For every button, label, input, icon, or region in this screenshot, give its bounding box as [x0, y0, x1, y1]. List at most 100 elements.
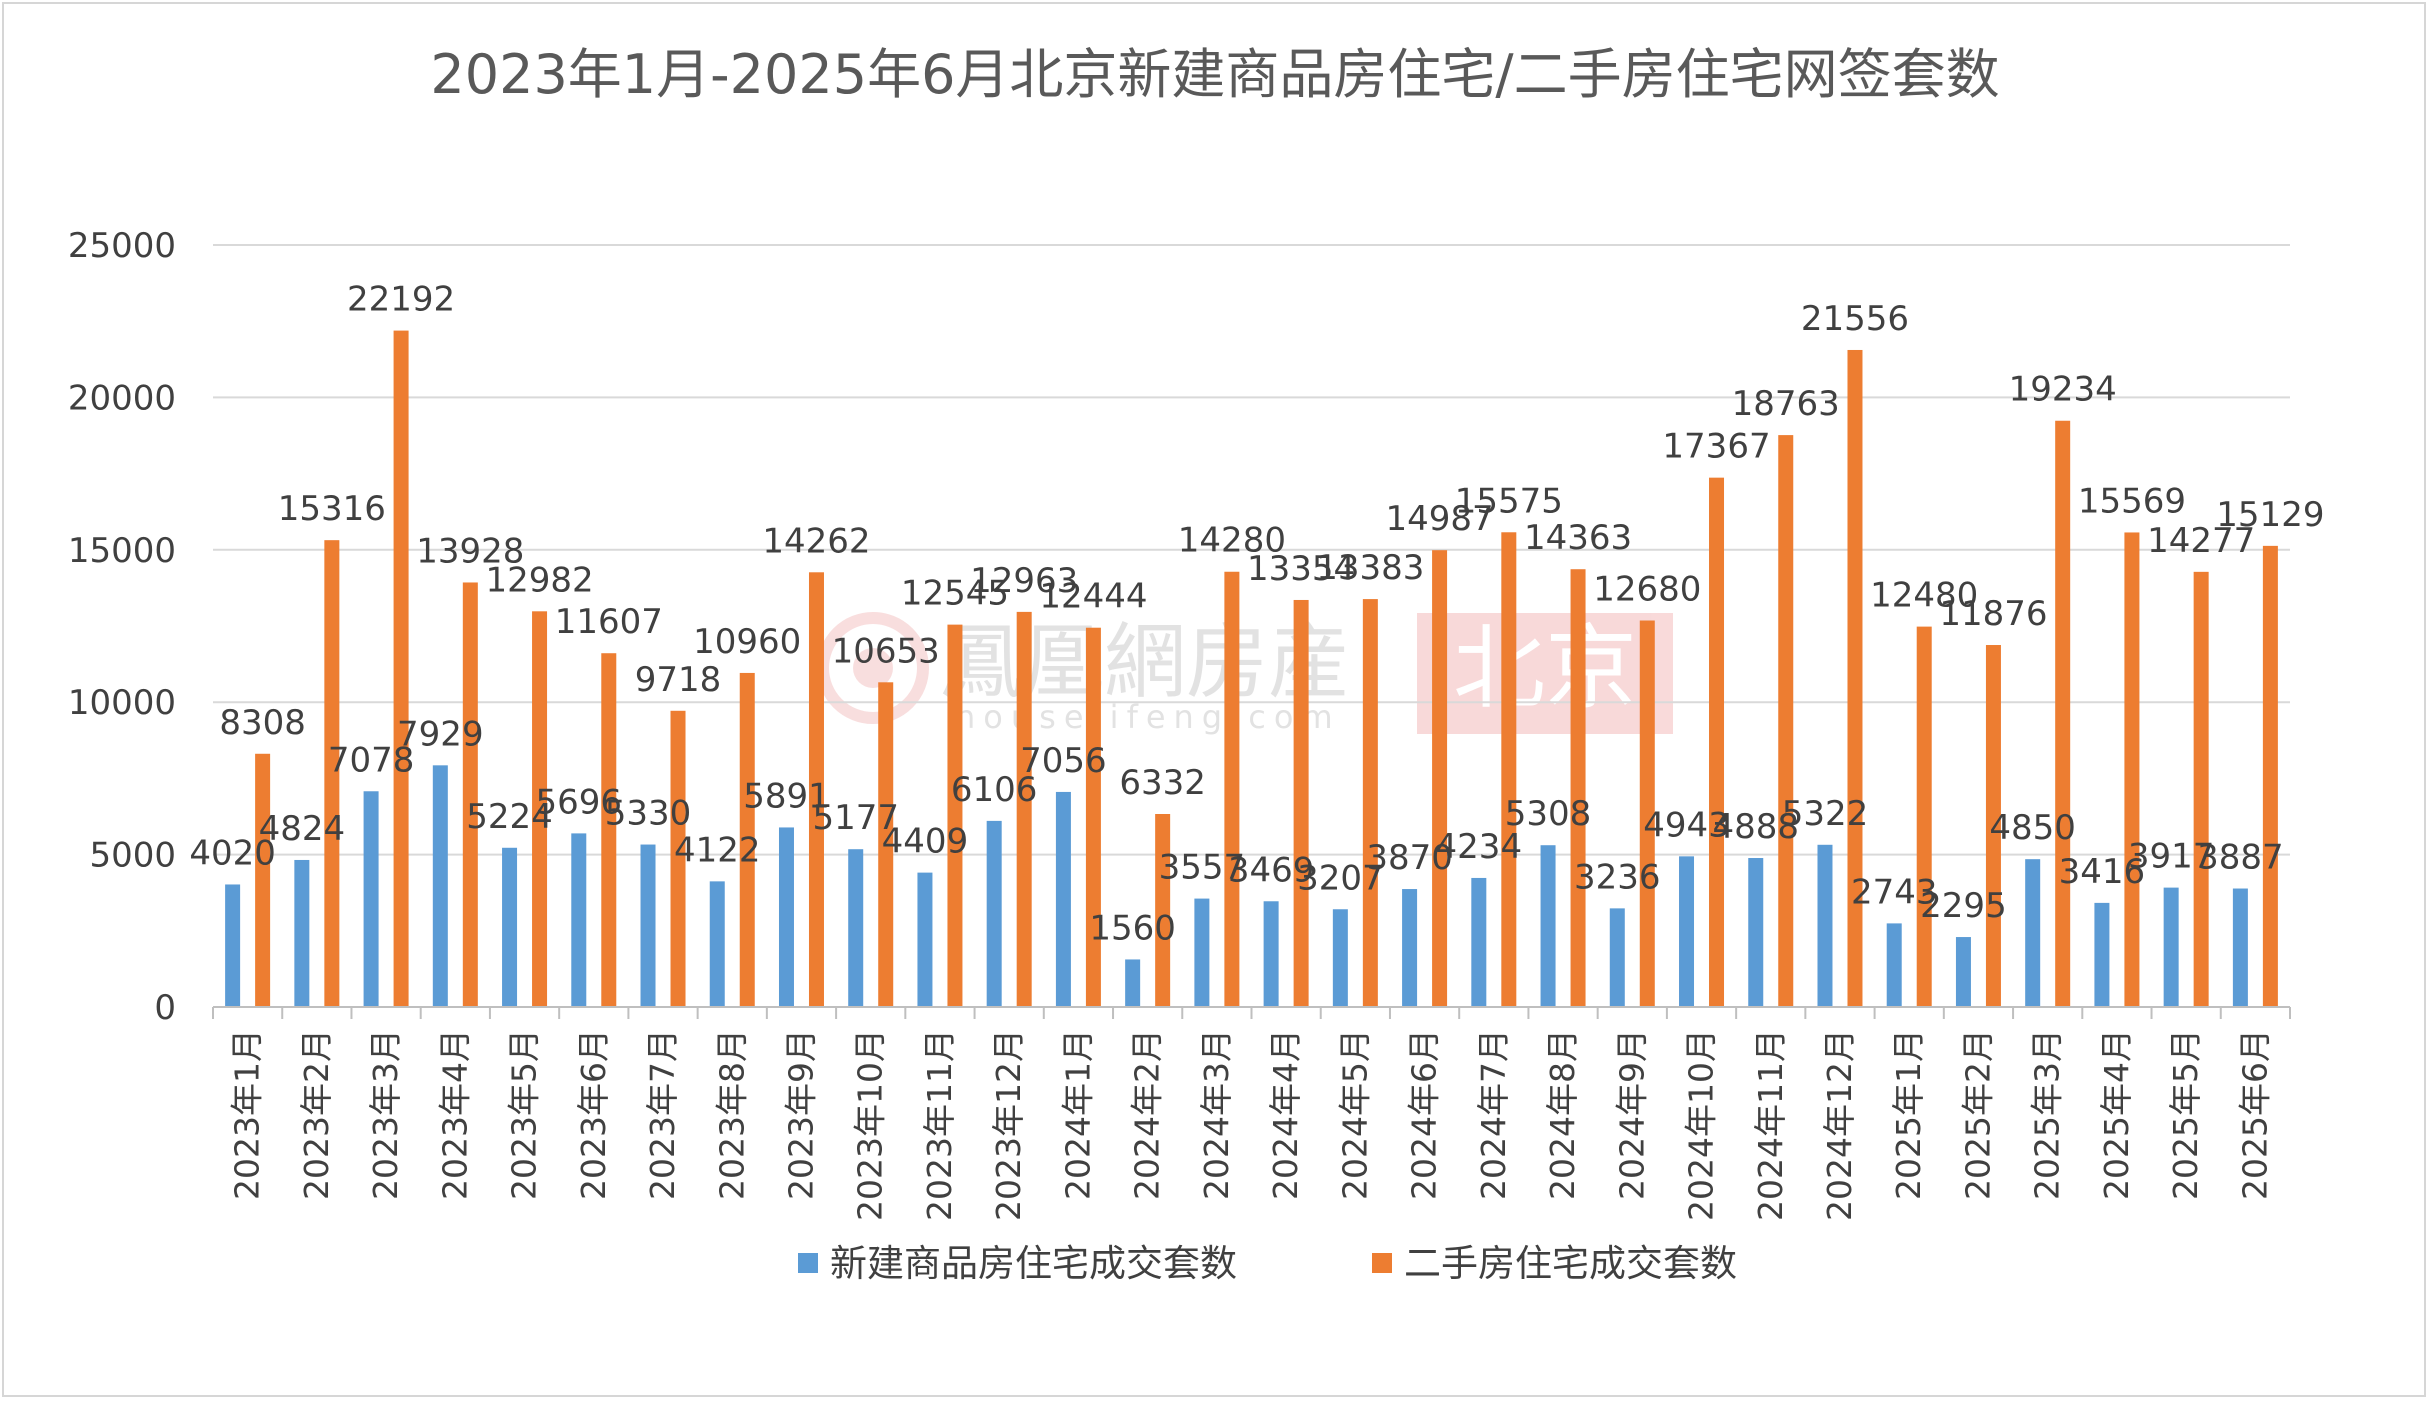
data-label-second-hand: 19234: [2009, 370, 2117, 410]
x-tick-label: 2024年10月: [1682, 1029, 1721, 1221]
data-label-second-hand: 9718: [635, 660, 722, 700]
bar-second-hand: [1501, 532, 1517, 1007]
data-label-new-home: 5308: [1505, 794, 1592, 834]
bar-second-hand: [1985, 645, 2001, 1007]
x-tick-label: 2025年4月: [2097, 1029, 2136, 1200]
x-tick-label: 2024年5月: [1335, 1029, 1374, 1200]
bar-new-home: [2163, 887, 2179, 1007]
bar-new-home: [917, 872, 933, 1007]
data-label-second-hand: 14262: [762, 521, 870, 561]
bar-new-home: [363, 791, 379, 1007]
bar-new-home: [1679, 856, 1695, 1007]
data-label-second-hand: 14363: [1524, 518, 1632, 558]
x-tick-label: 2024年4月: [1266, 1029, 1305, 1200]
data-label-second-hand: 14277: [2147, 521, 2255, 561]
bar-second-hand: [532, 611, 548, 1007]
data-label-new-home: 2743: [1851, 872, 1938, 912]
x-tick-label: 2024年1月: [1058, 1029, 1097, 1200]
data-label-second-hand: 12680: [1593, 570, 1701, 610]
x-tick-label: 2024年9月: [1612, 1029, 1651, 1200]
data-label-new-home: 3416: [2059, 852, 2146, 892]
data-label-new-home: 7056: [1020, 741, 1107, 781]
data-label-second-hand: 12545: [901, 574, 1009, 614]
bar-new-home: [2232, 888, 2248, 1007]
x-tick-label: 2025年1月: [1889, 1029, 1928, 1200]
bar-second-hand: [1085, 627, 1101, 1007]
data-label-new-home: 5322: [1782, 794, 1869, 834]
data-label-new-home: 4122: [674, 830, 761, 870]
data-label-new-home: 3207: [1297, 858, 1384, 898]
data-label-second-hand: 14280: [1178, 521, 1286, 561]
data-label-second-hand: 13354: [1247, 549, 1355, 589]
data-label-second-hand: 10653: [832, 631, 940, 671]
data-label-new-home: 4888: [1712, 807, 1799, 847]
data-label-second-hand: 11607: [555, 602, 663, 642]
bar-second-hand: [808, 572, 824, 1007]
data-label-new-home: 3887: [2197, 838, 2284, 878]
data-label-new-home: 4020: [189, 833, 276, 873]
x-tick-label: 2025年3月: [2028, 1029, 2067, 1200]
x-tick-label: 2023年11月: [920, 1029, 959, 1221]
bar-new-home: [1886, 923, 1902, 1007]
bar-new-home: [986, 820, 1002, 1007]
x-tick-label: 2023年12月: [989, 1029, 1028, 1221]
x-tick-label: 2025年6月: [2235, 1029, 2274, 1200]
data-label-second-hand: 15129: [2216, 495, 2324, 535]
data-label-new-home: 3557: [1159, 848, 1246, 888]
bar-new-home: [1263, 901, 1279, 1007]
y-tick-label: 20000: [68, 378, 176, 418]
data-label-new-home: 4850: [1989, 808, 2076, 848]
bar-new-home: [2025, 859, 2041, 1007]
x-tick-label: 2023年7月: [643, 1029, 682, 1200]
bar-new-home: [640, 844, 656, 1007]
bar-new-home: [1332, 909, 1348, 1007]
bar-second-hand: [1293, 599, 1309, 1007]
watermark-url-text: house.ifeng.com: [955, 698, 1341, 736]
data-label-second-hand: 17367: [1662, 427, 1770, 467]
data-label-second-hand: 12982: [485, 560, 593, 600]
data-label-second-hand: 18763: [1732, 384, 1840, 424]
data-label-second-hand: 10960: [693, 622, 801, 662]
x-axis-tick-labels: 2023年1月 2023年2月 2023年3月 2023年4月 2023年5月 2023年…: [228, 1029, 2275, 1221]
y-tick-label: 25000: [68, 226, 176, 266]
chart-title: 2023年1月-2025年6月北京新建商品房住宅/二手房住宅网签套数: [430, 43, 1999, 106]
legend: 新建商品房住宅成交套数 二手房住宅成交套数: [798, 1242, 1737, 1285]
legend-label-new-home: 新建商品房住宅成交套数: [830, 1242, 1237, 1285]
data-label-new-home: 5330: [605, 794, 692, 834]
data-label-new-home: 6106: [951, 770, 1038, 810]
x-tick-label: 2024年8月: [1543, 1029, 1582, 1200]
data-label-new-home: 4409: [882, 822, 969, 862]
watermark-city-text: 北京: [1453, 615, 1637, 722]
bar-new-home: [1402, 889, 1418, 1007]
data-label-new-home: 5696: [536, 782, 623, 822]
bar-second-hand: [739, 672, 755, 1007]
bar-second-hand: [601, 653, 617, 1007]
watermark-logo-text: 鳳凰網房産: [940, 615, 1350, 710]
bar-second-hand: [324, 540, 340, 1007]
x-tick-label: 2023年6月: [574, 1029, 613, 1200]
y-tick-label: 5000: [89, 836, 176, 876]
bar-new-home: [432, 765, 448, 1007]
bar-second-hand: [2193, 571, 2209, 1007]
legend-label-second-hand: 二手房住宅成交套数: [1404, 1242, 1737, 1285]
bar-new-home: [1748, 858, 1764, 1007]
bar-second-hand: [1362, 599, 1378, 1007]
watermark-city-badge: [1417, 613, 1673, 734]
data-label-new-home: 4234: [1436, 827, 1523, 867]
bar-new-home: [1817, 844, 1833, 1007]
bar-second-hand: [393, 330, 409, 1007]
y-tick-label: 15000: [68, 531, 176, 571]
x-tick-label: 2024年2月: [1128, 1029, 1167, 1200]
bars: [225, 330, 2278, 1008]
data-label-new-home: 5224: [466, 797, 553, 837]
x-tick-label: 2023年2月: [297, 1029, 336, 1200]
bar-second-hand: [1709, 477, 1725, 1008]
bar-new-home: [1540, 845, 1556, 1007]
data-label-second-hand: 12444: [1039, 577, 1147, 617]
gridlines: [213, 244, 2290, 856]
data-label-second-hand: 13928: [416, 531, 524, 571]
x-tick-label: 2024年7月: [1474, 1029, 1513, 1200]
bar-second-hand: [878, 682, 894, 1007]
data-label-second-hand: 13383: [1316, 548, 1424, 588]
